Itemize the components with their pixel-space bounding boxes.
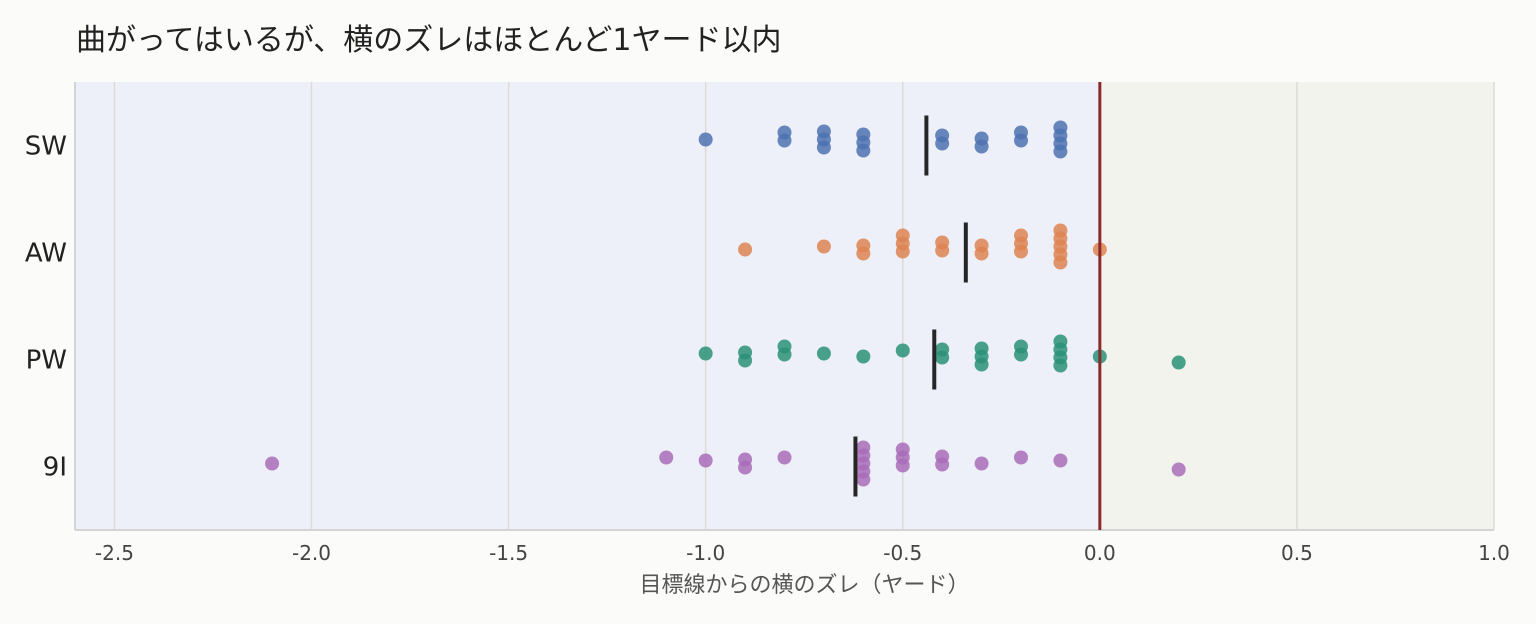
- data-point: [738, 460, 753, 475]
- data-point: [895, 244, 910, 259]
- x-axis-label: 目標線からの横のズレ（ヤード）: [639, 573, 969, 598]
- category-label: SW: [25, 132, 67, 162]
- data-point: [974, 246, 989, 261]
- x-tick-label: 1.0: [1478, 541, 1510, 565]
- x-tick-labels: -2.5 -2.0 -1.5 -1.0 -0.5 0.0 0.5 1.0: [95, 541, 1510, 565]
- x-tick-label: -2.0: [292, 541, 331, 565]
- data-point: [935, 136, 950, 151]
- data-point: [738, 242, 753, 257]
- data-point: [895, 458, 910, 473]
- data-point: [856, 472, 871, 487]
- x-tick-label: -2.5: [95, 541, 134, 565]
- data-point: [738, 353, 753, 368]
- data-point: [1014, 450, 1028, 465]
- x-tick-label: -0.5: [883, 541, 922, 565]
- mean-markers: [853, 115, 968, 497]
- data-point: [698, 453, 713, 468]
- category-labels: SW AW PW 9I: [25, 132, 67, 483]
- data-point: [816, 346, 831, 361]
- data-point: [895, 343, 910, 358]
- chart-title: 曲がってはいるが、横のズレはほとんど1ヤード以内: [76, 23, 782, 58]
- data-point: [1171, 355, 1186, 370]
- data-point: [698, 346, 713, 361]
- category-label: 9I: [43, 453, 67, 483]
- data-point: [777, 133, 792, 148]
- x-tick-label: -1.0: [686, 541, 725, 565]
- data-point: [1053, 144, 1068, 159]
- data-point: [816, 140, 831, 155]
- data-point: [1014, 244, 1028, 259]
- x-tick-label: 0.0: [1084, 541, 1116, 565]
- x-tick-label: 0.5: [1281, 541, 1313, 565]
- data-point: [777, 347, 792, 362]
- x-tick-label: -1.5: [489, 541, 528, 565]
- shaded-region: [75, 82, 1100, 530]
- data-point: [974, 139, 989, 154]
- data-point: [856, 143, 871, 158]
- data-point: [659, 450, 674, 465]
- data-point: [265, 456, 280, 471]
- data-point: [974, 357, 989, 372]
- data-points: [265, 120, 1186, 487]
- axes: [74, 82, 1494, 531]
- data-point: [1014, 133, 1028, 148]
- data-point: [935, 243, 950, 258]
- category-label: AW: [25, 239, 67, 269]
- category-label: PW: [26, 346, 67, 376]
- data-point: [1014, 347, 1028, 362]
- data-point: [1171, 462, 1186, 477]
- data-point: [935, 457, 950, 472]
- data-point: [1053, 453, 1068, 468]
- data-point: [698, 132, 713, 147]
- data-point: [856, 349, 871, 364]
- data-point: [816, 239, 831, 254]
- data-point: [974, 456, 989, 471]
- data-point: [935, 350, 950, 365]
- data-point: [1053, 255, 1068, 270]
- data-point: [856, 246, 871, 261]
- data-point: [777, 450, 792, 465]
- data-point: [1053, 358, 1068, 373]
